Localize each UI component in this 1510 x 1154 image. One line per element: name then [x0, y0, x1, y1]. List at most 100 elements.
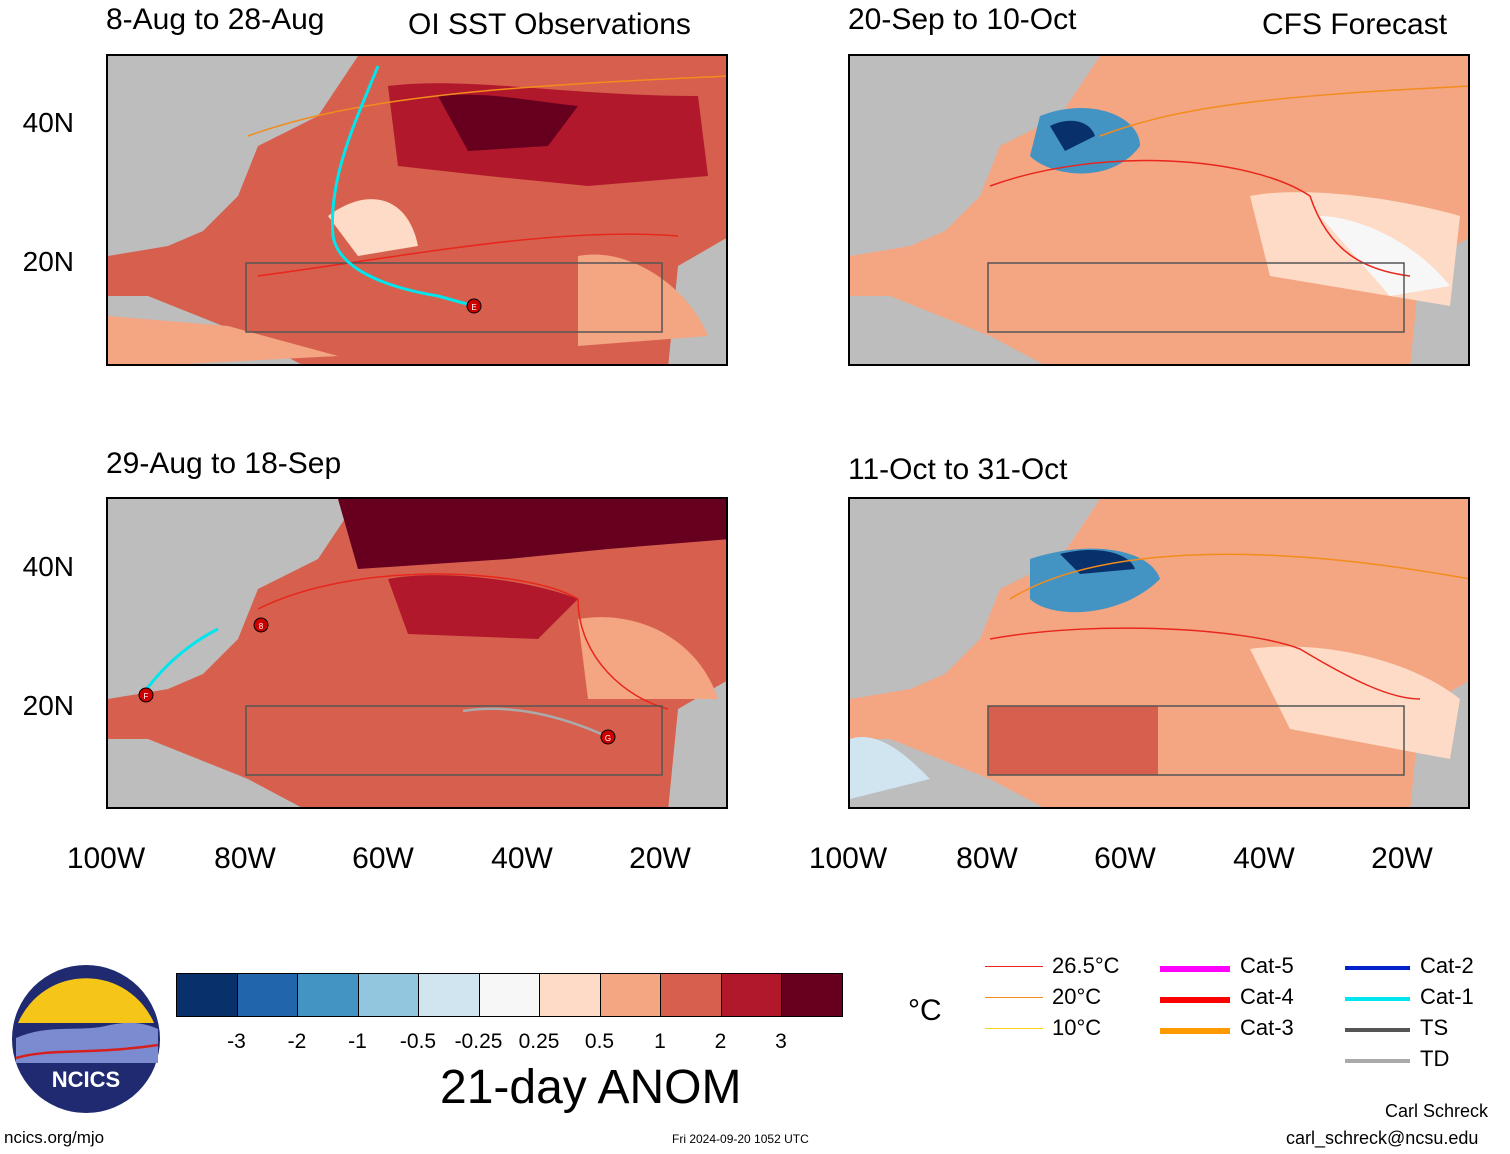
colorbar-swatch — [478, 973, 540, 1017]
colorbar-swatch — [176, 973, 238, 1017]
panel-3-period: 29-Aug to 18-Sep — [106, 447, 342, 480]
map-panel-3: F G 8 — [106, 497, 728, 809]
lon-label-60w-left: 60W — [352, 842, 414, 875]
map-panel-4 — [848, 497, 1470, 809]
land-central-america — [108, 739, 301, 807]
land-central-america — [850, 296, 1043, 364]
lon-label-100w-right: 100W — [808, 842, 888, 875]
colorbar-swatch — [781, 973, 843, 1017]
panel-4-period: 11-Oct to 31-Oct — [848, 453, 1068, 486]
colorbar-swatch — [236, 973, 298, 1017]
legend-line — [1345, 997, 1410, 1001]
land-north-america — [850, 499, 1100, 699]
author-name: Carl Schreck — [1385, 1101, 1489, 1121]
storm-label-8: 8 — [259, 622, 264, 631]
legend-line — [1160, 997, 1230, 1003]
storm-track — [330, 65, 475, 308]
colorbar-tick-label: -0.25 — [454, 1030, 503, 1053]
legend-label: TD — [1420, 1046, 1450, 1071]
colorbar-tick-label: -0.5 — [399, 1030, 437, 1053]
lat-label-20n-bottom: 20N — [22, 690, 74, 721]
mdr-box — [245, 262, 663, 333]
legend-label: Cat-2 — [1420, 953, 1474, 978]
colorbar-swatch — [357, 973, 419, 1017]
storm-track-g — [462, 707, 609, 739]
storm-symbol-g — [600, 729, 616, 745]
site-url: ncics.org/mjo — [4, 1128, 105, 1147]
lon-label-20w-right: 20W — [1371, 842, 1433, 875]
legend-label: Cat-5 — [1240, 953, 1294, 978]
legend-line — [985, 966, 1043, 967]
lon-label-40w-right: 40W — [1233, 842, 1295, 875]
colorbar-tick-label: 1 — [654, 1030, 666, 1053]
panel-1-period: 8-Aug to 28-Aug — [106, 3, 325, 36]
lon-label-80w-left: 80W — [214, 842, 276, 875]
legend-line — [985, 1028, 1043, 1029]
colorbar-tick-label: -3 — [227, 1030, 246, 1053]
lat-label-20n-top: 20N — [22, 246, 74, 277]
lon-label-20w-left: 20W — [629, 842, 691, 875]
colorbar-tick-label: -1 — [348, 1030, 367, 1053]
colorbar-tick-label: -2 — [287, 1030, 307, 1053]
storm-label-e: E — [471, 303, 476, 312]
lon-label-80w-right: 80W — [956, 842, 1018, 875]
ncics-logo: NCICS — [12, 965, 160, 1113]
land-north-america — [850, 56, 1100, 256]
mdr-box — [987, 705, 1405, 776]
colorbar-swatch — [539, 973, 601, 1017]
logo-text: NCICS — [52, 1067, 120, 1092]
sst-map-2 — [850, 56, 1468, 364]
lat-label-40n-bottom: 40N — [22, 551, 74, 582]
storm-track-f — [141, 627, 219, 695]
legend-line — [1345, 1028, 1410, 1032]
author-email: carl_schreck@ncsu.edu — [1286, 1128, 1479, 1148]
colorbar-swatch — [418, 973, 480, 1017]
colorbar-tick-label: 0.25 — [518, 1030, 560, 1053]
lon-label-100w-left: 100W — [66, 842, 146, 875]
legend-label: 10°C — [1052, 1015, 1102, 1040]
legend-label: TS — [1420, 1015, 1449, 1040]
lat-label-40n-top: 40N — [22, 107, 74, 138]
map-panel-1: E — [106, 54, 728, 366]
land-africa — [668, 681, 726, 807]
storm-symbol-f — [138, 687, 154, 703]
storm-symbol-e — [466, 298, 482, 314]
panel-2-label: CFS Forecast — [1262, 8, 1448, 41]
sst-map-4 — [850, 499, 1468, 807]
storm-label-f: F — [144, 692, 149, 701]
legend-line — [1160, 966, 1230, 972]
legend-label: 20°C — [1052, 984, 1102, 1009]
legend-line — [1345, 1059, 1410, 1063]
legend-line — [1345, 966, 1410, 970]
lon-label-40w-left: 40W — [491, 842, 553, 875]
legend-label: Cat-3 — [1240, 1015, 1294, 1040]
colorbar-swatch — [720, 973, 782, 1017]
lon-label-60w-right: 60W — [1094, 842, 1156, 875]
legend-label: Cat-1 — [1420, 984, 1474, 1009]
land-north-america — [108, 499, 358, 699]
map-panel-2 — [848, 54, 1470, 366]
colorbar-swatch — [599, 973, 661, 1017]
legend-line — [985, 997, 1043, 998]
unit-label: °C — [908, 994, 942, 1027]
legend-label: Cat-4 — [1240, 984, 1294, 1009]
legend-line — [1160, 1028, 1230, 1034]
storm-label-g: G — [605, 734, 611, 743]
colorbar-title: 21-day ANOM — [440, 1061, 742, 1114]
land-north-america — [108, 56, 358, 256]
timestamp: Fri 2024-09-20 1052 UTC — [672, 1132, 809, 1146]
storm-symbol-8 — [253, 617, 269, 633]
mdr-box — [245, 705, 663, 776]
colorbar-tick-label: 0.5 — [584, 1030, 615, 1053]
panel-1-label: OI SST Observations — [408, 8, 691, 41]
warm-anomaly-north — [338, 499, 726, 569]
sst-map-3: F G 8 — [108, 499, 726, 807]
mdr-box — [987, 262, 1405, 333]
panel-2-period: 20-Sep to 10-Oct — [848, 3, 1077, 36]
legend-label: 26.5°C — [1052, 953, 1120, 978]
colorbar-tick-label: 2 — [714, 1030, 727, 1053]
colorbar-swatch — [660, 973, 722, 1017]
colorbar-swatch — [297, 973, 359, 1017]
colorbar-tick-label: 3 — [775, 1030, 787, 1053]
sst-map-1: E — [108, 56, 726, 364]
